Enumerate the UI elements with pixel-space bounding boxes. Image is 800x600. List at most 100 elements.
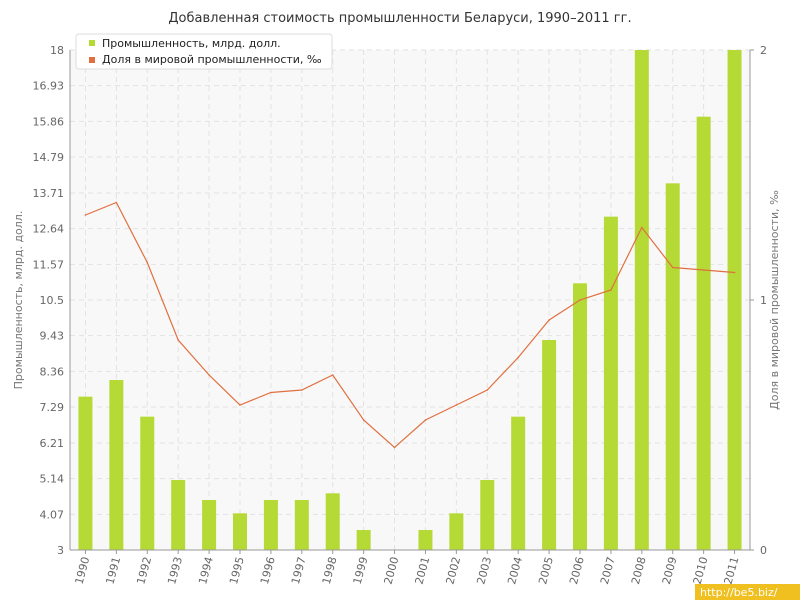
- bar: [665, 183, 680, 551]
- axes: [69, 49, 754, 554]
- line-point: [301, 389, 303, 391]
- x-tick-label: 2007: [598, 555, 618, 585]
- y-tick-left: 6.21: [40, 437, 65, 450]
- x-tick-label: 1994: [196, 555, 216, 585]
- y-tick-left: 8.36: [40, 365, 65, 378]
- legend-box: [75, 33, 333, 70]
- x-tick-label: 2006: [567, 555, 587, 585]
- watermark-box: [695, 584, 800, 600]
- watermark-link[interactable]: http://be5.biz/: [700, 586, 778, 599]
- bar: [511, 416, 526, 550]
- line-point: [641, 226, 643, 229]
- line-point: [610, 289, 612, 291]
- x-tick-label: 1992: [134, 555, 154, 585]
- y-tick-left: 5.14: [40, 473, 65, 486]
- bar: [418, 530, 433, 550]
- y-tick-left: 12.64: [33, 223, 65, 236]
- y-tick-left: 14.79: [33, 151, 65, 164]
- bar: [171, 480, 186, 550]
- chart-title: Добавленная стоимость промышленности Бел…: [168, 11, 631, 26]
- y-tick-right: 1: [760, 294, 767, 307]
- y-axis-left-label: Промышленность, млрд. долл.: [12, 211, 25, 390]
- line-point: [84, 214, 87, 216]
- x-tick-label: 1998: [320, 555, 340, 585]
- x-tick-label: 2011: [722, 555, 742, 585]
- x-tick-label: 2009: [660, 555, 680, 585]
- line-point: [733, 271, 736, 274]
- line-point: [455, 404, 458, 406]
- bar: [78, 396, 93, 550]
- y-tick-left: 11.57: [33, 258, 65, 271]
- line-point: [393, 446, 396, 449]
- y-tick-left: 4.07: [40, 508, 65, 521]
- x-tick-label: 1991: [103, 555, 123, 585]
- line-series: [84, 201, 736, 449]
- bar: [294, 500, 309, 550]
- right-axis-ticks: 0 1 2: [760, 44, 767, 557]
- bar: [480, 480, 495, 550]
- bar: [140, 416, 155, 550]
- x-tick-label: 2001: [413, 555, 433, 585]
- line-point: [208, 374, 210, 376]
- legend-swatch-line: [89, 57, 95, 63]
- bar: [603, 216, 618, 550]
- bar: [325, 493, 340, 550]
- series-line: [85, 201, 735, 449]
- x-axis-ticks: 1990 1991 1992 1993 1994 1995 1996 1997 1998 1999…: [73, 555, 742, 585]
- line-point: [486, 389, 489, 391]
- line-point: [331, 374, 334, 376]
- legend-label-line: Доля в мировой промышленности, ‰: [102, 53, 322, 66]
- line-point: [146, 261, 149, 264]
- x-tick-label: 1996: [258, 555, 278, 585]
- x-tick-label: 1997: [289, 555, 309, 585]
- x-tick-label: 1990: [73, 555, 93, 585]
- bar: [542, 340, 557, 550]
- y-tick-left: 9.43: [40, 330, 65, 343]
- x-tick-label: 2004: [505, 555, 525, 585]
- x-tick-label: 2000: [382, 555, 402, 585]
- line-point: [517, 356, 519, 359]
- bar: [696, 116, 711, 551]
- y-tick-left: 15.86: [33, 115, 65, 128]
- y-tick-left: 7.29: [40, 401, 65, 414]
- x-tick-label: 1995: [227, 555, 247, 585]
- line-point: [548, 319, 550, 321]
- y-tick-left: 3: [57, 544, 64, 557]
- legend-label-bars: Промышленность, млрд. долл.: [102, 37, 281, 50]
- x-tick-label: 2008: [629, 555, 649, 585]
- y-axis-right-label: Доля в мировой промышленности, ‰: [768, 190, 781, 410]
- bar: [449, 513, 464, 550]
- x-tick-label: 2002: [443, 555, 463, 585]
- line-point: [671, 266, 674, 269]
- y-tick-right: 2: [760, 44, 767, 57]
- bar: [356, 530, 371, 550]
- left-axis-ticks: 3 4.07 5.14 6.21 7.29 8.36 9.43 10.5 11.57 12.64 1…: [33, 44, 65, 557]
- line-point: [702, 269, 705, 271]
- y-tick-left: 18: [50, 44, 64, 57]
- bar: [634, 50, 649, 550]
- x-tick-label: 2005: [536, 555, 556, 585]
- x-tick-label: 1993: [165, 555, 185, 585]
- y-tick-left: 10.5: [40, 294, 65, 307]
- y-tick-left: 16.93: [33, 80, 65, 93]
- legend-swatch-bars: [89, 40, 95, 46]
- bar: [233, 513, 247, 550]
- y-tick-left: 13.71: [33, 187, 65, 200]
- bar: [727, 50, 742, 550]
- bar: [109, 380, 124, 550]
- y-tick-right: 0: [760, 544, 767, 557]
- legend: Промышленность, млрд. долл. Доля в миров…: [75, 33, 333, 70]
- bar: [573, 283, 587, 550]
- bar-series: [78, 50, 742, 551]
- line-point: [270, 391, 272, 394]
- line-point: [579, 299, 581, 301]
- line-point: [239, 404, 241, 406]
- x-tick-label: 2010: [691, 555, 711, 585]
- bar: [202, 500, 217, 550]
- x-tick-label: 2003: [474, 555, 494, 585]
- x-tick-label: 1999: [351, 555, 371, 585]
- line-point: [362, 419, 365, 421]
- line-point: [177, 339, 179, 341]
- bar: [263, 500, 278, 550]
